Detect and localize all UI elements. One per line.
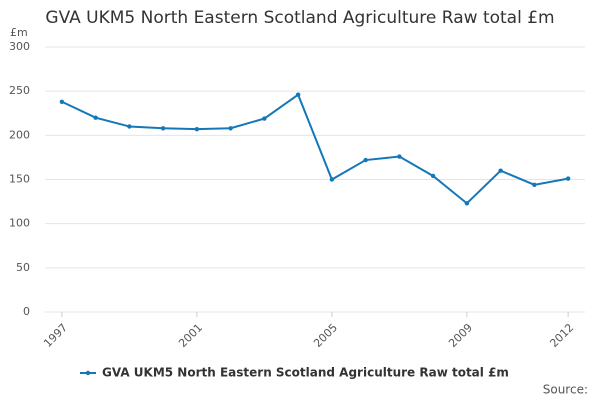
point — [295, 92, 301, 97]
x-tick-label: 2009 — [446, 321, 475, 350]
point — [464, 201, 470, 206]
point — [228, 126, 233, 131]
point — [59, 99, 65, 104]
x-tick-label: 2005 — [311, 321, 340, 350]
point — [93, 115, 98, 120]
point — [565, 176, 571, 181]
point — [532, 182, 537, 187]
point — [329, 177, 335, 182]
y-tick-label: 50 — [16, 261, 30, 274]
legend-marker — [85, 370, 91, 376]
y-axis-label: £m — [10, 26, 28, 39]
series-line — [61, 93, 569, 205]
point — [363, 157, 368, 163]
x-tick-label: 1997 — [41, 321, 70, 350]
point — [262, 116, 267, 121]
point — [160, 126, 166, 131]
x-tick-label: 2012 — [547, 321, 576, 350]
y-tick-label: 100 — [9, 217, 30, 230]
y-tick-label: 0 — [23, 305, 30, 318]
y-tick-label: 200 — [9, 128, 30, 141]
legend-label: GVA UKM5 North Eastern Scotland Agricult… — [102, 366, 509, 380]
y-tick-label: 300 — [9, 40, 30, 53]
chart-title: GVA UKM5 North Eastern Scotland Agricult… — [45, 8, 554, 28]
point — [498, 168, 503, 173]
y-tick-label: 150 — [9, 173, 30, 186]
point — [430, 173, 436, 179]
y-tick-label: 250 — [9, 84, 30, 97]
point — [127, 124, 132, 129]
point — [397, 154, 402, 159]
point — [194, 126, 200, 132]
x-tick-label: 2001 — [176, 321, 205, 350]
source: Source: — [543, 383, 588, 397]
